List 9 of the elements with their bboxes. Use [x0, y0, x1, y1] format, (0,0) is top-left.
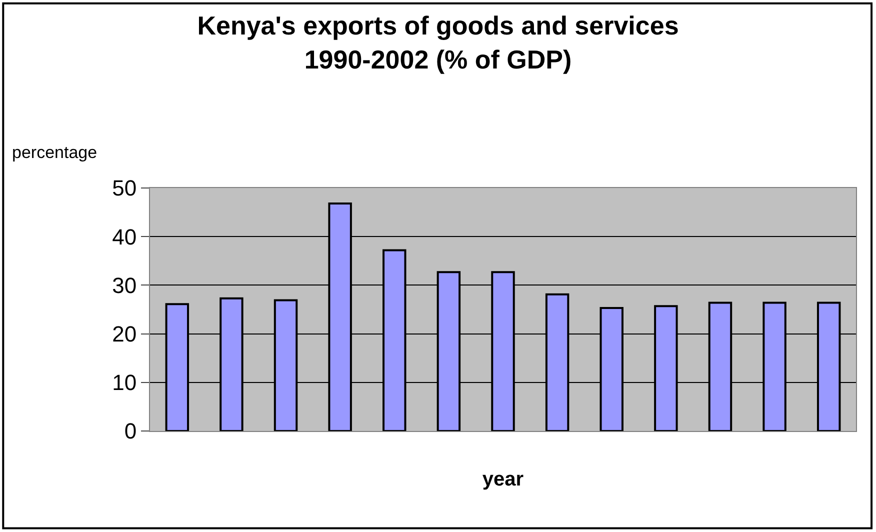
y-tick-label: 10	[112, 370, 137, 396]
y-tick-label: 20	[112, 322, 137, 346]
y-axis-title: percentage	[12, 143, 98, 162]
y-tick-label: 40	[112, 224, 137, 250]
y-tick-label: 30	[112, 272, 137, 298]
x-axis-title: year	[482, 468, 524, 490]
chart-title: Kenya's exports of goods and services 1990-2002 (% of GDP)	[197, 10, 679, 74]
y-tick-label: 0	[124, 418, 137, 444]
y-tick-label: 50	[112, 176, 137, 201]
